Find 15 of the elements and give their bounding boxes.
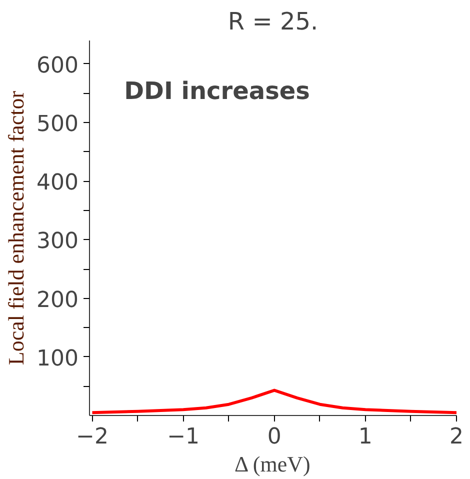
x-tick-label: 2 bbox=[450, 424, 464, 450]
x-tick-label: 1 bbox=[358, 424, 372, 450]
y-tick-label: 600 bbox=[36, 53, 79, 78]
chart-title: R = 25. bbox=[228, 8, 318, 36]
annotation: DDI increases bbox=[124, 76, 310, 105]
y-axis-title: Local field enhancement factor bbox=[4, 90, 29, 366]
y-tick-label: 300 bbox=[36, 229, 79, 254]
y-tick-label: 100 bbox=[36, 346, 79, 372]
x-axis-title: Δ (meV) bbox=[234, 452, 310, 476]
y-tick-label: 500 bbox=[36, 112, 79, 138]
x-tick-label: −2 bbox=[76, 424, 108, 450]
y-tick-label: 400 bbox=[36, 170, 79, 196]
x-tick-label: −1 bbox=[167, 424, 200, 450]
x-tick-label: 0 bbox=[267, 424, 282, 450]
y-tick-label: 200 bbox=[36, 288, 79, 313]
